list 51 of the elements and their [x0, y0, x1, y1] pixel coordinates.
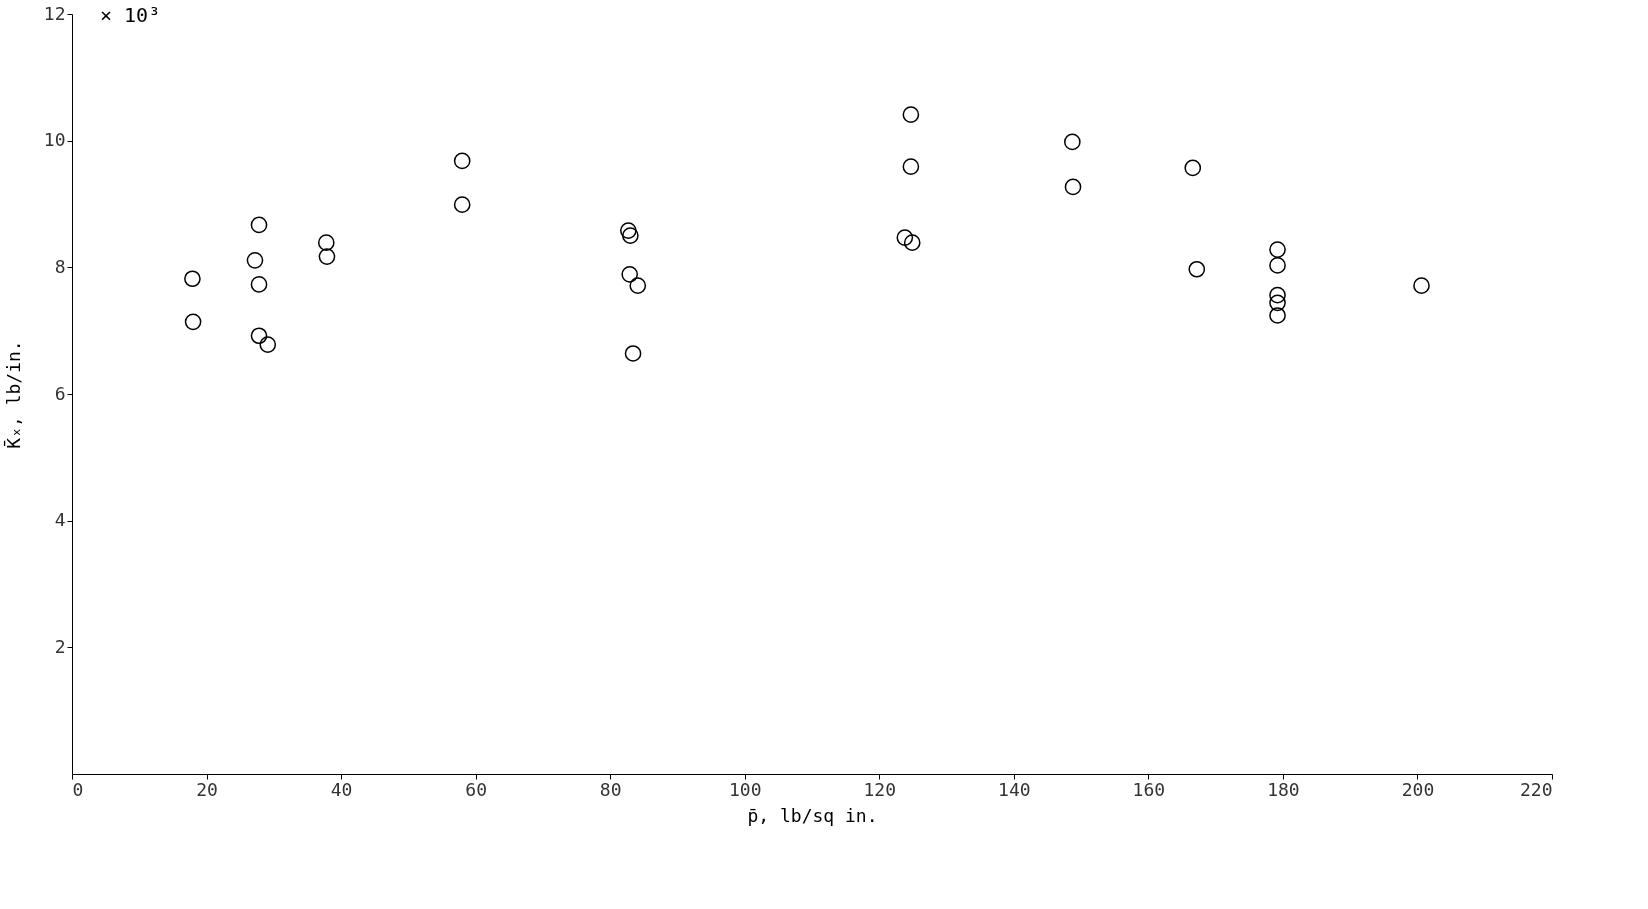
y-tick-label: 10 — [43, 129, 66, 151]
point — [250, 276, 268, 293]
x-tick-label: 80 — [599, 778, 622, 800]
x-tick-label: 100 — [728, 778, 762, 800]
point — [902, 106, 920, 124]
point — [1184, 159, 1202, 177]
point — [621, 265, 639, 283]
point — [453, 152, 471, 170]
x-tick-label: 120 — [863, 778, 897, 800]
y-tick-label: 12 — [43, 2, 66, 24]
point — [250, 327, 268, 345]
x-tick-label: 220 — [1519, 778, 1553, 800]
y-tick-label: 4 — [54, 509, 66, 531]
annotation: × 10³ — [100, 3, 161, 27]
x-tick-label: 160 — [1132, 778, 1166, 800]
point — [620, 222, 637, 239]
point — [1269, 241, 1286, 258]
point — [184, 270, 201, 288]
x-tick-label: 20 — [196, 778, 218, 800]
point — [1269, 286, 1286, 304]
y-tick-label: 8 — [54, 255, 66, 277]
point — [624, 345, 642, 362]
y-tick-label: 2 — [54, 635, 66, 657]
x-axis-title: p̄, lb/sq in. — [747, 804, 878, 826]
point — [184, 313, 202, 331]
point — [903, 234, 921, 251]
point — [1269, 294, 1286, 312]
point — [318, 248, 336, 265]
point — [259, 336, 277, 353]
x-tick-label: 40 — [330, 778, 353, 800]
point — [453, 196, 471, 213]
x-tick-label: 140 — [998, 778, 1031, 800]
point — [1413, 277, 1430, 295]
point — [1188, 260, 1206, 278]
point — [896, 229, 914, 246]
point — [629, 277, 647, 295]
x-tick-label: 60 — [465, 778, 487, 800]
x-tick-label: 200 — [1401, 778, 1435, 800]
point — [1269, 257, 1286, 274]
x-tick-label: 0 — [72, 778, 84, 800]
point — [250, 216, 268, 234]
x-tick-label: 180 — [1267, 778, 1300, 800]
point — [622, 227, 639, 244]
y-axis-title: K̄ₓ, lb/in. — [2, 340, 24, 449]
point — [246, 252, 264, 269]
y-tick-label: 6 — [54, 382, 66, 404]
point — [1269, 307, 1286, 324]
point — [1064, 178, 1082, 196]
point — [902, 158, 920, 175]
point — [1064, 133, 1081, 151]
point — [317, 234, 335, 251]
